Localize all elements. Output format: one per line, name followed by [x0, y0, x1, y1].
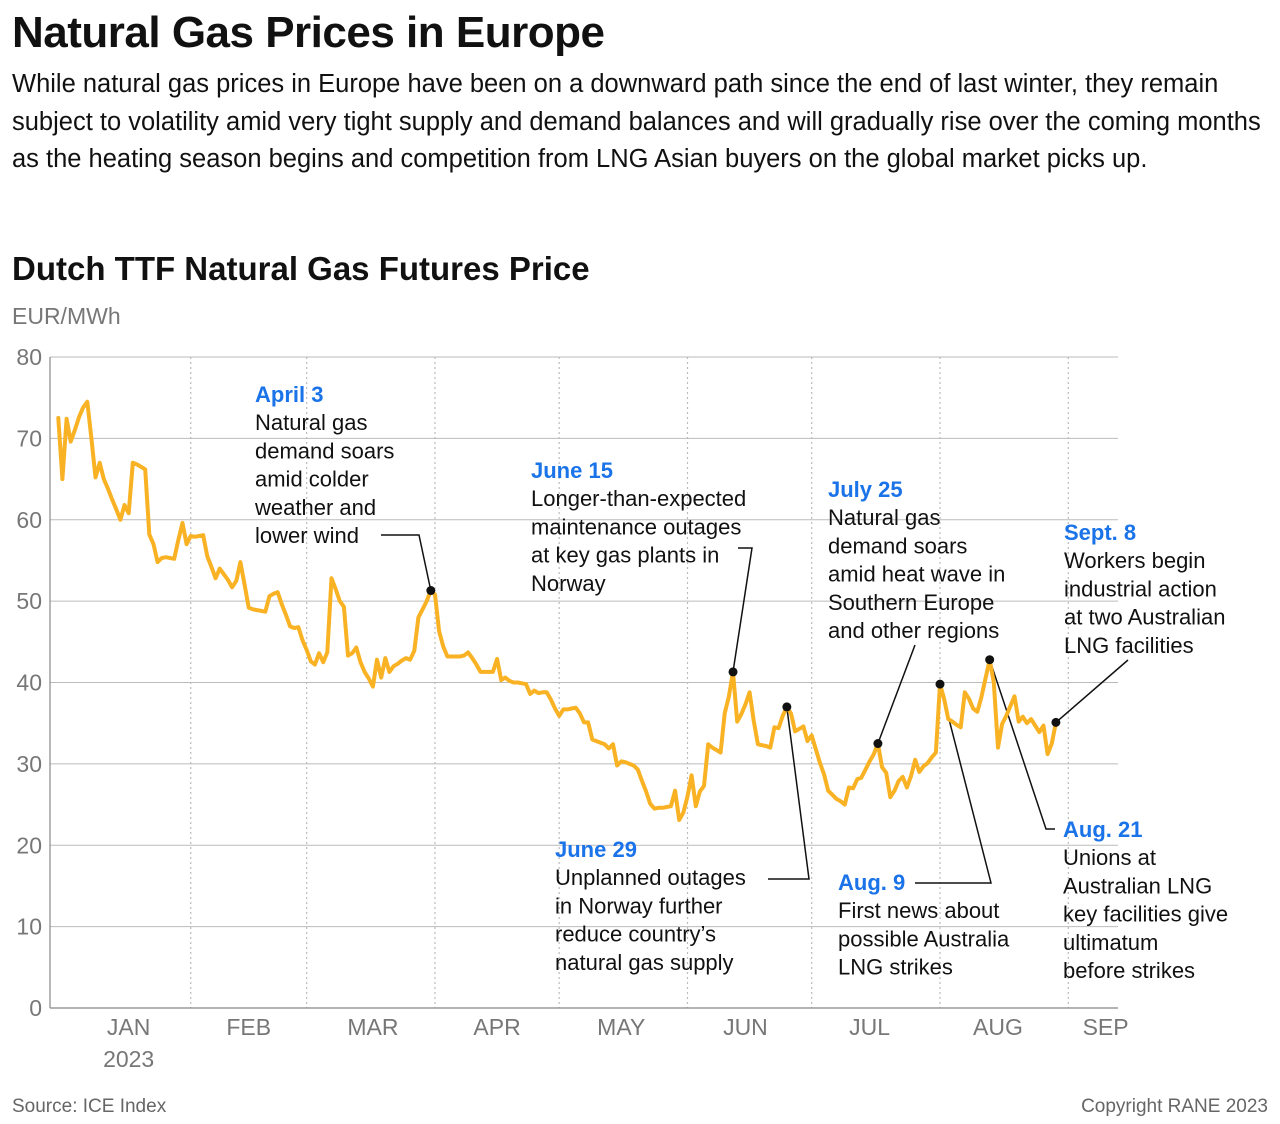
annotation-text-line: Southern Europe — [828, 590, 994, 615]
copyright-note: Copyright RANE 2023 — [1081, 1096, 1268, 1117]
annotation-text-line: First news about — [838, 898, 999, 923]
annotation-leader — [1055, 659, 1129, 723]
annotation-text-line: amid heat wave in — [828, 562, 1005, 587]
annotation-labels: April 3 Natural gas demand soars amid colde… — [254, 382, 1228, 983]
y-tick-label: 80 — [16, 344, 42, 370]
annotation-date: Aug. 21 — [1063, 817, 1142, 842]
annotation-text-line: ultimatum — [1063, 930, 1158, 955]
annotation-text-line: Workers begin — [1064, 548, 1205, 573]
y-tick-label: 10 — [16, 914, 42, 940]
annotation-text-line: before strikes — [1063, 958, 1195, 983]
y-tick-label: 0 — [29, 995, 42, 1021]
y-tick-label: 50 — [16, 588, 42, 614]
annotation-text-line: reduce country’s — [555, 922, 716, 947]
annotation-point — [935, 679, 945, 689]
annotation-text-line: in Norway further — [555, 893, 723, 918]
y-tick-label: 40 — [16, 670, 42, 696]
annotation-leader — [915, 683, 992, 884]
axes: 0 10 20 30 40 50 60 70 80 JAN FEB MAR APR MAY JUN JUL AU… — [16, 344, 1128, 1072]
annotation-date: Sept. 8 — [1064, 520, 1136, 545]
annotation-text-line: LNG facilities — [1064, 633, 1194, 658]
annotation-text-line: Australian LNG — [1063, 873, 1212, 898]
y-tick-label: 60 — [16, 507, 42, 533]
annotation-text-line: maintenance outages — [531, 514, 741, 539]
annotation-text-line: at two Australian — [1064, 605, 1225, 630]
x-tick-label: AUG — [973, 1014, 1023, 1040]
annotation-leader — [877, 644, 916, 744]
annotation-text-line: Unplanned outages — [555, 865, 746, 890]
annotation-text-line: at key gas plants in — [531, 543, 719, 568]
x-tick-label: SEP — [1083, 1014, 1129, 1040]
x-tick-label: JUL — [849, 1014, 890, 1040]
annotation-text-line: key facilities give — [1063, 902, 1228, 927]
y-tick-label: 20 — [16, 832, 42, 858]
annotation-point — [426, 586, 436, 596]
annotation-point — [782, 702, 792, 712]
annotation-text-line: Natural gas — [255, 410, 368, 435]
y-tick-label: 70 — [16, 425, 42, 451]
price-series — [56, 399, 1058, 822]
annotation-text-line: industrial action — [1064, 576, 1217, 601]
annotation-text-line: demand soars — [255, 438, 394, 463]
annotation-date: Aug. 9 — [838, 870, 905, 895]
source-note: Source: ICE Index — [12, 1096, 167, 1117]
annotation-point — [873, 739, 883, 749]
annotation-leader — [988, 659, 1055, 830]
annotation-leader — [768, 706, 810, 880]
annotation-text-line: demand soars — [828, 533, 967, 558]
annotation-leader — [381, 534, 432, 591]
annotation-point — [1051, 717, 1061, 727]
annotation-text-line: Norway — [531, 571, 606, 596]
annotation-text-line: and other regions — [828, 618, 999, 643]
price-line-series-0 — [56, 399, 1058, 822]
x-tick-label: JAN — [107, 1014, 150, 1040]
annotation-point — [985, 655, 995, 665]
annotation-text-line: weather and — [254, 495, 376, 520]
annotation-date: July 25 — [828, 477, 903, 502]
annotation-leader — [732, 547, 753, 673]
annotation-text-line: Unions at — [1063, 845, 1156, 870]
annotation-text-line: lower wind — [255, 523, 359, 548]
x-tick-label: APR — [473, 1014, 520, 1040]
chart-title: Dutch TTF Natural Gas Futures Price — [12, 250, 590, 287]
annotation-text-line: Natural gas — [828, 505, 941, 530]
annotation-point — [728, 667, 738, 677]
annotation-text-line: possible Australia — [838, 926, 1010, 951]
annotation-text-line: natural gas supply — [555, 950, 734, 975]
annotation-markers — [426, 586, 1061, 749]
annotation-text-line: LNG strikes — [838, 955, 953, 980]
annotation-leaders — [381, 534, 1129, 884]
y-axis-unit-label: EUR/MWh — [12, 303, 121, 329]
annotation-date: June 29 — [555, 837, 637, 862]
x-tick-label: MAR — [347, 1014, 398, 1040]
page-subtitle: While natural gas prices in Europe have … — [12, 70, 1261, 173]
page-title: Natural Gas Prices in Europe — [12, 8, 605, 57]
annotation-date: April 3 — [255, 382, 323, 407]
annotation-date: June 15 — [531, 458, 613, 483]
x-tick-label: MAY — [597, 1014, 645, 1040]
x-tick-label: FEB — [226, 1014, 271, 1040]
x-tick-label: JUN — [723, 1014, 768, 1040]
annotation-text-line: Longer-than-expected — [531, 486, 746, 511]
y-tick-label: 30 — [16, 751, 42, 777]
annotation-text-line: amid colder — [255, 467, 369, 492]
x-year-label: 2023 — [103, 1046, 154, 1072]
